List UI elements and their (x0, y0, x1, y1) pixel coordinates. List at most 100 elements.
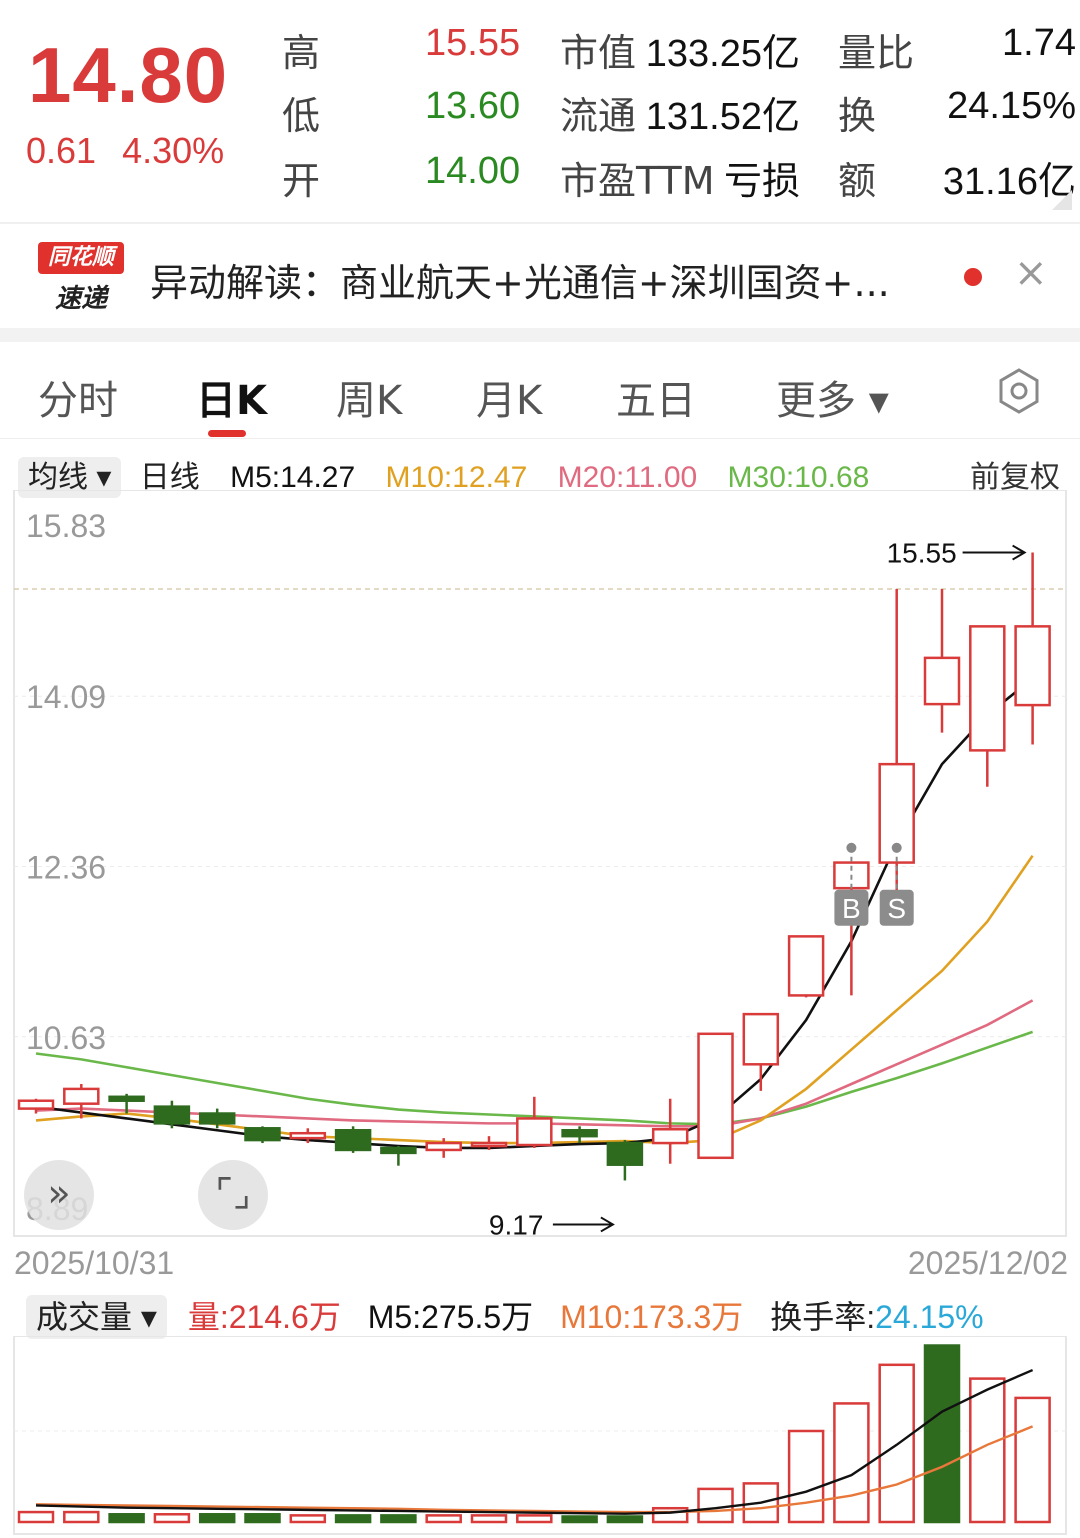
last-price: 14.80 (28, 31, 229, 119)
fullscreen-icon[interactable]: ⌜⌟ (198, 1160, 268, 1230)
turnover-label: 换手率: (770, 1299, 876, 1335)
candle-body (244, 1127, 281, 1142)
volume-bar (108, 1513, 145, 1524)
volume-ma10-line (35, 1425, 1034, 1514)
x-end-date: 2025/12/02 (907, 1245, 1068, 1281)
candle-body (742, 1012, 780, 1066)
close-icon[interactable]: × (1014, 250, 1048, 296)
ma-legend: 均线 ▾ 日线 M5:14.27 M10:12.47 M20:11.00 M30… (18, 452, 870, 498)
y-tick-label: 15.83 (26, 508, 106, 544)
quote-metric-value: 131.52亿 (645, 96, 800, 138)
tab-2[interactable]: 周K (336, 378, 403, 424)
volume-bar (923, 1344, 961, 1524)
candle-body (516, 1117, 553, 1147)
ma5-value: M5:14.27 (230, 461, 356, 494)
volume-chart[interactable] (0, 1336, 1080, 1536)
high-label: 15.55 (887, 538, 957, 569)
expand-corner-icon[interactable] (1052, 190, 1072, 210)
volume-bar (561, 1515, 598, 1524)
volume-ma5: M5:275.5万 (367, 1299, 534, 1335)
x-start-date: 2025/10/31 (14, 1245, 175, 1281)
tab-5[interactable]: 更多 ▾ (776, 378, 889, 424)
unread-dot-icon (964, 268, 982, 286)
trade-marker-box (834, 889, 869, 926)
quote-metric-value: 1.74 (1002, 22, 1076, 64)
volume-bar (289, 1514, 327, 1524)
trade-marker-label: B (842, 893, 861, 924)
candle-body (425, 1141, 462, 1152)
settings-gear-icon[interactable] (996, 368, 1042, 414)
candle-body (289, 1131, 327, 1140)
candle-body (561, 1129, 598, 1138)
quote-label: 市盈TTM (560, 159, 715, 203)
volume-frame (13, 1336, 1067, 1535)
quote-label: 市值 (560, 31, 637, 75)
tab-3[interactable]: 月K (476, 378, 543, 424)
quote-label: 换 (838, 94, 877, 138)
trade-marker-box (879, 889, 914, 926)
ma30-value: M30:10.68 (727, 461, 870, 494)
volume-bar (198, 1513, 236, 1524)
logo-brand: 同花顺 (38, 242, 124, 274)
candle-body (1014, 625, 1051, 707)
volume-bar (787, 1429, 825, 1524)
volume-ma10: M10:173.3万 (560, 1299, 744, 1335)
quote-label: 量比 (838, 31, 915, 75)
candle-body (697, 1032, 734, 1160)
volume-bar (334, 1514, 372, 1524)
quote-label: 低 (282, 94, 321, 138)
quote-price-value: 15.55 (425, 22, 521, 64)
quote-price-value: 13.60 (425, 85, 521, 127)
section-gap (0, 328, 1080, 342)
quote-metric-value: 24.15% (947, 85, 1076, 127)
volume-bar (17, 1510, 55, 1524)
quote-price-value: 14.00 (425, 150, 521, 192)
quote-label: 开 (282, 159, 321, 203)
candle-body (108, 1095, 145, 1102)
logo-subtitle: 速递 (54, 284, 107, 314)
volume-bar (470, 1514, 508, 1524)
quote-label: 高 (282, 31, 321, 75)
tab-1[interactable]: 日K (196, 378, 267, 424)
change-percent: 4.30% (122, 130, 225, 171)
ma20-value: M20:11.00 (557, 461, 698, 494)
candle-body (787, 935, 825, 997)
quote-metric-value: 亏损 (723, 161, 800, 203)
volume-bar (153, 1513, 191, 1524)
candle-body (969, 625, 1006, 752)
volume-bar (244, 1513, 281, 1524)
volume-bar (969, 1377, 1006, 1524)
candle-body (651, 1128, 689, 1145)
candle-body (470, 1141, 508, 1148)
y-tick-label: 10.63 (26, 1020, 106, 1056)
volume-current: 量:214.6万 (187, 1299, 341, 1335)
high-arrow (962, 544, 1027, 561)
volume-bar (697, 1487, 734, 1524)
candle-body (198, 1112, 236, 1125)
ths-logo: 同花顺 速递 (38, 242, 124, 316)
tab-4[interactable]: 五日 (616, 378, 696, 424)
expand-left-icon[interactable]: » (24, 1160, 94, 1230)
candle-body (606, 1141, 644, 1166)
volume-bar (606, 1515, 644, 1524)
turnover-value: 24.15% (875, 1299, 984, 1335)
plot-frame (13, 490, 1067, 1237)
volume-ma5-line (35, 1368, 1034, 1515)
ma-type-dropdown[interactable]: 均线 ▾ (18, 457, 122, 498)
y-tick-label: 14.09 (26, 679, 106, 715)
quote-metric-value: 31.16亿 (942, 161, 1076, 203)
quote-label: 额 (838, 159, 877, 203)
y-tick-label: 12.36 (26, 850, 106, 886)
volume-bar (63, 1510, 100, 1524)
divider (0, 222, 1080, 224)
ma10-value: M10:12.47 (385, 461, 528, 494)
price-change: 0.61 4.30% (26, 130, 224, 172)
tab-0[interactable]: 分时 (38, 378, 118, 424)
low-label: 9.17 (489, 1209, 544, 1240)
news-headline[interactable]: 异动解读：商业航天+光通信+深圳国资+... (150, 261, 890, 305)
low-arrow (552, 1216, 615, 1233)
candle-body (334, 1129, 372, 1152)
volume-type-dropdown[interactable]: 成交量 ▾ (26, 1295, 167, 1339)
quote-label: 流通 (560, 94, 637, 138)
